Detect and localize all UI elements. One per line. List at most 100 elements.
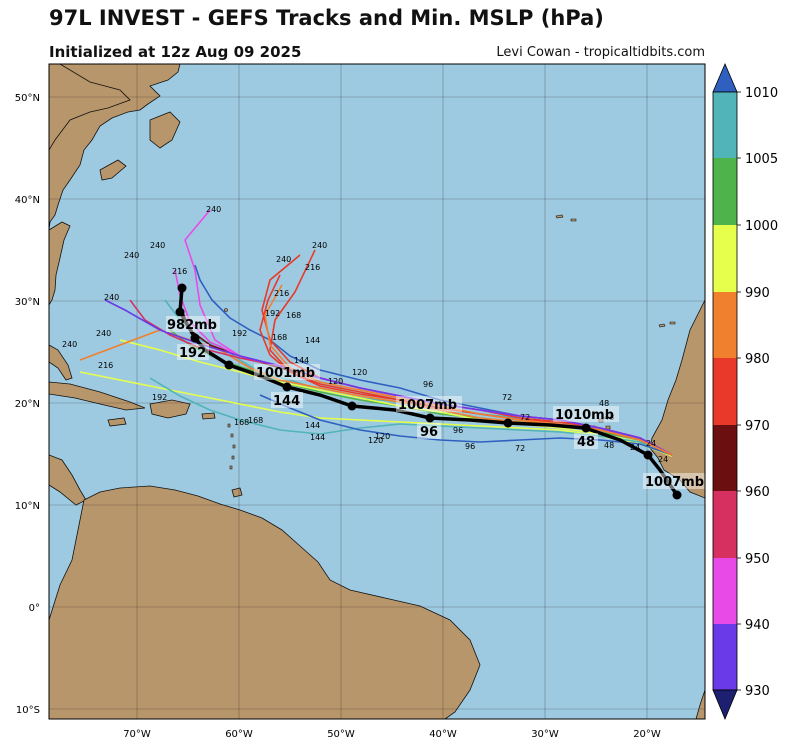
lat-label: 10°S (16, 705, 40, 716)
us-east-coast-land (49, 221, 71, 306)
hour-label: 120 (352, 368, 367, 377)
hour-label: 240 (124, 251, 139, 260)
lat-label: 30°N (15, 297, 40, 308)
hour-label: 144 (305, 421, 320, 430)
colorbar-tick-label: 1005 (745, 152, 778, 167)
lon-label: 70°W (123, 729, 151, 740)
latitude-labels: 50°N 40°N 30°N 20°N 10°N 0° 10°S (15, 93, 40, 716)
hour-label: 240 (312, 241, 327, 250)
colorbar-tick-label: 930 (745, 684, 770, 699)
colorbar-band (713, 358, 737, 425)
lon-label: 20°W (633, 729, 661, 740)
lesser-antilles-land (227, 423, 236, 470)
hour-label: 48 (604, 441, 614, 450)
colorbar-tick-label: 950 (745, 552, 770, 567)
ensemble-hour-labels: 240 240 240 240 216 216 240 216 192 168 … (62, 205, 668, 464)
hour-label: 240 (150, 241, 165, 250)
track-annotations: 982mb 192 1001mb 144 1007mb 96 1010mb 48… (166, 316, 709, 490)
lon-label: 30°W (531, 729, 559, 740)
mean-track-point (177, 283, 187, 293)
south-america-land (49, 485, 481, 719)
puerto-rico-land (201, 412, 216, 420)
hour-label: 48 (599, 399, 609, 408)
hour-label: 96 (465, 442, 475, 451)
colorbar-band (713, 92, 737, 158)
lon-label: 60°W (225, 729, 253, 740)
lat-label: 50°N (15, 93, 40, 104)
newfoundland-land (149, 111, 181, 149)
lat-label: 40°N (15, 195, 40, 206)
annotation-hour: 48 (577, 435, 595, 450)
hour-label: 168 (248, 416, 263, 425)
nova-scotia-land (99, 159, 127, 181)
map-frame (48, 63, 706, 720)
lon-label: 40°W (429, 729, 457, 740)
colorbar-band (713, 158, 737, 225)
annotation-hour: 144 (273, 394, 300, 409)
colorbar-band (713, 425, 737, 491)
annotation-pressure: 1010mb (555, 408, 614, 423)
hispaniola-land (149, 399, 191, 419)
annotation-pressure: 1001mb (256, 366, 315, 381)
annotation-pressure: 1007mb (398, 398, 457, 413)
colorbar-band (713, 558, 737, 624)
bermuda-land (224, 308, 228, 312)
mean-track-point (672, 490, 682, 500)
mean-track-point (347, 401, 357, 411)
florida-land (49, 344, 73, 381)
canada-north-land (49, 64, 131, 151)
annotation-hour: 96 (420, 425, 438, 440)
hour-label: 24 (658, 455, 668, 464)
colorbar-tick-label: 1010 (745, 86, 778, 101)
azores-land (555, 214, 577, 222)
hour-label: 240 (104, 293, 119, 302)
hour-label: 144 (294, 356, 309, 365)
lat-label: 10°N (15, 501, 40, 512)
colorbar-top-arrow (712, 62, 738, 93)
mean-track-point (503, 418, 513, 428)
colorbar-band (713, 624, 737, 690)
colorbar-tick-label: 970 (745, 419, 770, 434)
hour-label: 192 (265, 309, 280, 318)
landmasses (49, 64, 705, 719)
mean-track-point (175, 307, 185, 317)
colorbar-band (713, 225, 737, 292)
hour-label: 48 (604, 413, 614, 422)
colorbar-tick-label: 990 (745, 286, 770, 301)
hour-label: 216 (98, 361, 113, 370)
hour-label: 168 (234, 418, 249, 427)
colorbar-band (713, 491, 737, 558)
annotation-pressure: 1007mb (645, 475, 704, 490)
hour-label: 24 (646, 439, 656, 448)
lat-label: 20°N (15, 399, 40, 410)
hour-label: 120 (328, 377, 343, 386)
hour-label: 72 (520, 413, 530, 422)
hour-label: 192 (232, 329, 247, 338)
colorbar: 1010 1005 1000 990 980 970 960 950 940 9… (712, 62, 778, 721)
lat-label: 0° (29, 603, 40, 614)
hour-label: 144 (305, 336, 320, 345)
annotation-pressure: 982mb (167, 318, 217, 333)
hour-label: 240 (62, 340, 77, 349)
hour-label: 72 (515, 444, 525, 453)
africa-south-land (695, 689, 705, 719)
hour-label: 144 (310, 433, 325, 442)
colorbar-tick-label: 940 (745, 618, 770, 633)
chart-title: 97L INVEST - GEFS Tracks and Min. MSLP (… (49, 6, 604, 30)
mean-track-point (224, 360, 234, 370)
hour-label: 96 (453, 426, 463, 435)
longitude-labels: 70°W 60°W 50°W 40°W 30°W 20°W (123, 729, 661, 740)
init-time: Initialized at 12z Aug 09 2025 (49, 43, 302, 61)
hour-label: 24 (630, 443, 640, 452)
mean-track-point (425, 413, 435, 423)
hour-label: 168 (286, 311, 301, 320)
annotation-hour: 192 (179, 346, 206, 361)
hour-label: 168 (272, 333, 287, 342)
hour-label: 96 (423, 380, 433, 389)
hour-label: 216 (172, 267, 187, 276)
colorbar-band (713, 292, 737, 358)
credit: Levi Cowan - tropicaltidbits.com (496, 45, 705, 60)
mean-track-point (190, 333, 200, 343)
hour-label: 192 (152, 393, 167, 402)
